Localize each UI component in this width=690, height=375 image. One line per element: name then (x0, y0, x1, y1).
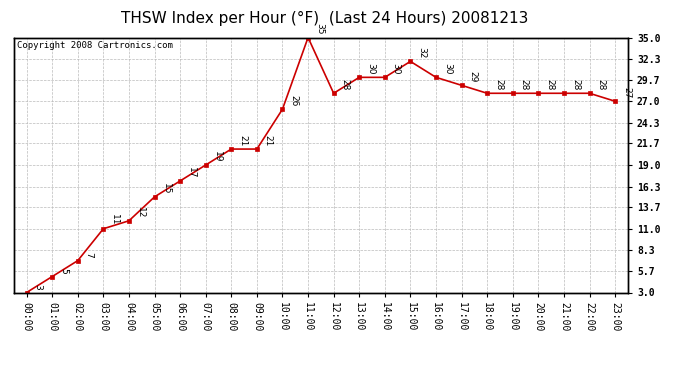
Text: 3: 3 (34, 284, 43, 290)
Text: 32: 32 (417, 47, 426, 58)
Text: 21: 21 (264, 135, 273, 146)
Text: 28: 28 (545, 79, 554, 90)
Text: 28: 28 (494, 79, 503, 90)
Text: 17: 17 (187, 166, 196, 178)
Text: 21: 21 (238, 135, 247, 146)
Text: 19: 19 (213, 151, 221, 162)
Text: 28: 28 (520, 79, 529, 90)
Text: 12: 12 (136, 207, 145, 218)
Text: 28: 28 (596, 79, 605, 90)
Text: 26: 26 (289, 95, 298, 106)
Text: 35: 35 (315, 23, 324, 35)
Text: 30: 30 (443, 63, 452, 75)
Text: 29: 29 (469, 71, 477, 82)
Text: 27: 27 (622, 87, 631, 99)
Text: 30: 30 (366, 63, 375, 75)
Text: 28: 28 (571, 79, 580, 90)
Text: THSW Index per Hour (°F)  (Last 24 Hours) 20081213: THSW Index per Hour (°F) (Last 24 Hours)… (121, 11, 528, 26)
Text: 28: 28 (341, 79, 350, 90)
Text: 15: 15 (161, 183, 170, 194)
Text: 5: 5 (59, 268, 68, 274)
Text: Copyright 2008 Cartronics.com: Copyright 2008 Cartronics.com (17, 41, 172, 50)
Text: 7: 7 (85, 252, 94, 258)
Text: 11: 11 (110, 214, 119, 226)
Text: 30: 30 (392, 63, 401, 75)
